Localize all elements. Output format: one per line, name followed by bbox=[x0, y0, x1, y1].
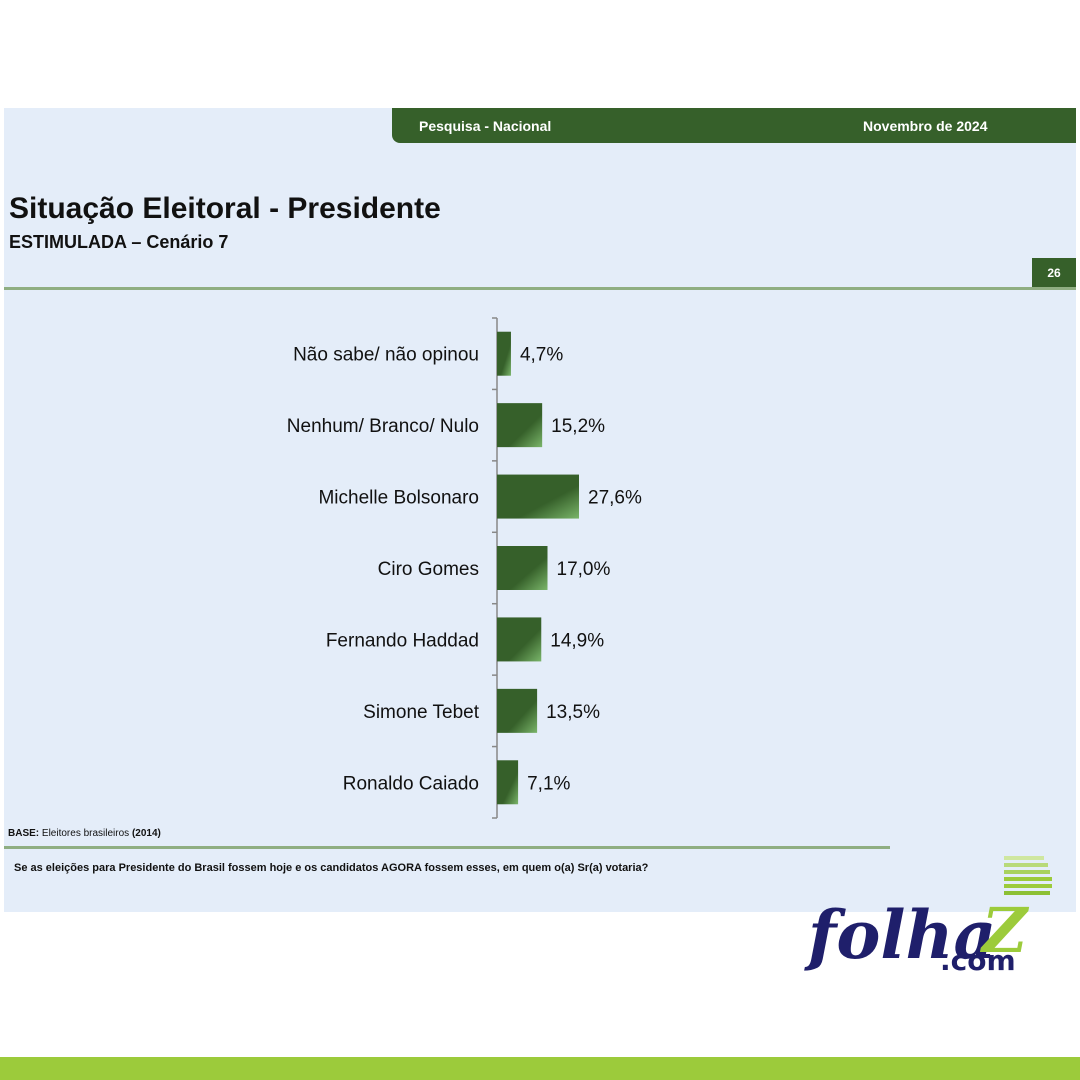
base-text: Eleitores brasileiros bbox=[41, 828, 130, 839]
survey-question: Se as eleições para Presidente do Brasil… bbox=[14, 862, 649, 874]
base-label: BASE: bbox=[8, 828, 40, 839]
value-label: 7,1% bbox=[527, 773, 570, 794]
category-label: Não sabe/ não opinou bbox=[293, 345, 479, 366]
value-label: 15,2% bbox=[551, 416, 605, 437]
chart-axis bbox=[492, 317, 498, 819]
header-date-label: Novembro de 2024 bbox=[863, 118, 988, 134]
bar bbox=[497, 331, 511, 376]
category-label: Simone Tebet bbox=[363, 702, 480, 723]
page-title: Situação Eleitoral - Presidente bbox=[9, 192, 441, 225]
value-label: 4,7% bbox=[520, 345, 563, 366]
logo-stripes-icon bbox=[1004, 856, 1052, 895]
bar bbox=[497, 617, 542, 662]
bar bbox=[497, 760, 519, 805]
header-bar: Pesquisa - Nacional Novembro de 2024 bbox=[392, 108, 1076, 143]
value-label: 14,9% bbox=[550, 630, 604, 651]
bar-chart: Não sabe/ não opinou 4,7% Nenhum/ Branco/ … bbox=[287, 317, 642, 819]
base-count: (2014) bbox=[131, 828, 161, 839]
logo-text-z: Z bbox=[979, 894, 1030, 967]
bottom-accent-bar bbox=[0, 1057, 1080, 1080]
bar bbox=[497, 688, 538, 733]
value-label: 13,5% bbox=[546, 702, 600, 723]
value-label: 27,6% bbox=[588, 488, 642, 509]
bar bbox=[497, 403, 543, 448]
category-label: Fernando Haddad bbox=[326, 630, 479, 651]
page-number-badge: 26 bbox=[1032, 258, 1076, 288]
category-label: Nenhum/ Branco/ Nulo bbox=[287, 416, 479, 437]
value-label: 17,0% bbox=[557, 559, 611, 580]
header-survey-label: Pesquisa - Nacional bbox=[419, 118, 552, 134]
bar bbox=[497, 546, 548, 590]
divider-top bbox=[4, 287, 1076, 290]
logo-text-com: .com bbox=[940, 944, 1016, 977]
category-label: Ronaldo Caiado bbox=[343, 773, 479, 794]
logo-text-folha: folha bbox=[804, 896, 996, 974]
base-note: BASE: Eleitores brasileiros (2014) bbox=[8, 828, 161, 839]
bar bbox=[497, 474, 579, 519]
page-subtitle: ESTIMULADA – Cenário 7 bbox=[9, 232, 229, 252]
folhaz-logo: folha Z .com bbox=[804, 856, 1052, 977]
category-label: Ciro Gomes bbox=[378, 559, 479, 580]
category-label: Michelle Bolsonaro bbox=[318, 488, 479, 509]
chart-marks: Não sabe/ não opinou 4,7% Nenhum/ Branco/ … bbox=[287, 331, 642, 805]
divider-bottom bbox=[4, 846, 890, 849]
